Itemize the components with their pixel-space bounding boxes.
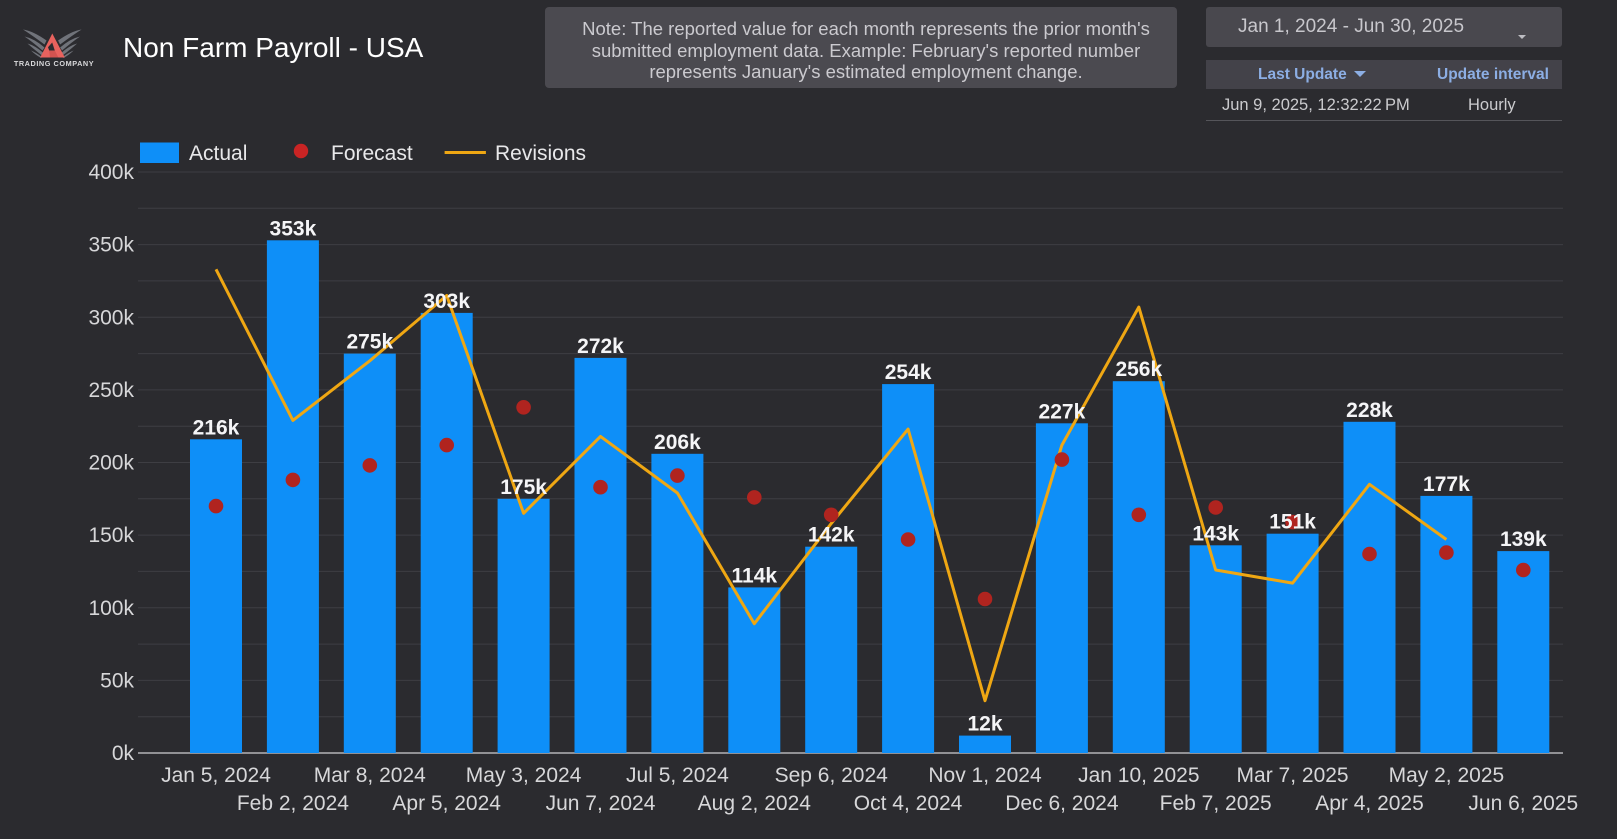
svg-text:Jun 7, 2024: Jun 7, 2024 bbox=[546, 792, 656, 815]
svg-text:151k: 151k bbox=[1269, 511, 1316, 534]
svg-text:Apr 4, 2025: Apr 4, 2025 bbox=[1315, 792, 1424, 815]
svg-text:Dec 6, 2024: Dec 6, 2024 bbox=[1005, 792, 1119, 815]
svg-text:272k: 272k bbox=[577, 335, 624, 358]
svg-text:Revisions: Revisions bbox=[495, 142, 586, 165]
svg-text:Nov 1, 2024: Nov 1, 2024 bbox=[928, 764, 1042, 787]
svg-text:350k: 350k bbox=[88, 234, 134, 257]
svg-text:227k: 227k bbox=[1039, 400, 1086, 423]
svg-text:200k: 200k bbox=[88, 452, 134, 475]
svg-text:400k: 400k bbox=[88, 161, 134, 184]
svg-text:250k: 250k bbox=[88, 379, 134, 402]
svg-text:Sep 6, 2024: Sep 6, 2024 bbox=[775, 764, 889, 787]
svg-text:Aug 2, 2024: Aug 2, 2024 bbox=[698, 792, 812, 815]
svg-text:Jul 5, 2024: Jul 5, 2024 bbox=[626, 764, 729, 787]
svg-text:114k: 114k bbox=[732, 564, 778, 587]
svg-text:228k: 228k bbox=[1346, 399, 1393, 422]
svg-text:303k: 303k bbox=[423, 290, 470, 313]
svg-text:142k: 142k bbox=[808, 524, 855, 547]
svg-text:May 3, 2024: May 3, 2024 bbox=[466, 764, 582, 787]
svg-text:206k: 206k bbox=[654, 431, 701, 454]
svg-text:216k: 216k bbox=[193, 416, 240, 439]
svg-text:275k: 275k bbox=[346, 331, 393, 354]
svg-text:Jun 6, 2025: Jun 6, 2025 bbox=[1468, 792, 1578, 815]
svg-text:Feb 7, 2025: Feb 7, 2025 bbox=[1160, 792, 1272, 815]
svg-text:0k: 0k bbox=[112, 742, 135, 765]
svg-text:May 2, 2025: May 2, 2025 bbox=[1389, 764, 1505, 787]
svg-text:100k: 100k bbox=[88, 597, 134, 620]
svg-text:300k: 300k bbox=[88, 306, 134, 329]
svg-text:353k: 353k bbox=[270, 217, 317, 240]
svg-text:150k: 150k bbox=[88, 524, 134, 547]
svg-text:Feb 2, 2024: Feb 2, 2024 bbox=[237, 792, 349, 815]
svg-text:Jan 10, 2025: Jan 10, 2025 bbox=[1078, 764, 1199, 787]
svg-text:Forecast: Forecast bbox=[331, 142, 413, 165]
svg-text:254k: 254k bbox=[885, 361, 932, 384]
svg-text:Jan 5, 2024: Jan 5, 2024 bbox=[161, 764, 271, 787]
svg-text:Mar 7, 2025: Mar 7, 2025 bbox=[1237, 764, 1349, 787]
svg-text:177k: 177k bbox=[1423, 473, 1470, 496]
svg-text:Mar 8, 2024: Mar 8, 2024 bbox=[314, 764, 426, 787]
svg-text:Actual: Actual bbox=[189, 142, 247, 165]
svg-text:12k: 12k bbox=[967, 713, 1002, 736]
svg-text:TRADING COMPANY: TRADING COMPANY bbox=[14, 59, 94, 68]
svg-text:50k: 50k bbox=[100, 669, 134, 692]
svg-text:139k: 139k bbox=[1500, 528, 1547, 551]
svg-text:175k: 175k bbox=[500, 476, 547, 499]
svg-text:Oct 4, 2024: Oct 4, 2024 bbox=[854, 792, 963, 815]
svg-text:143k: 143k bbox=[1192, 522, 1239, 545]
svg-text:256k: 256k bbox=[1115, 358, 1162, 381]
svg-text:Apr 5, 2024: Apr 5, 2024 bbox=[392, 792, 501, 815]
